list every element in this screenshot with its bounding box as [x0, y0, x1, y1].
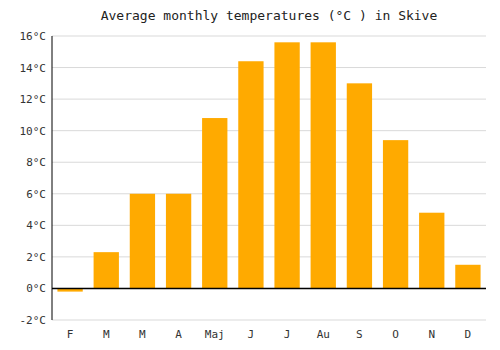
grid-line	[52, 99, 486, 100]
bar	[166, 194, 191, 289]
grid-line	[52, 288, 486, 289]
bar	[419, 213, 444, 289]
bar	[94, 252, 119, 288]
x-tick-label: D	[465, 328, 472, 341]
y-tick-label: 16°C	[20, 30, 47, 43]
title: Average monthly temperatures (°C ) in Sk…	[101, 8, 438, 23]
grid-line	[52, 162, 486, 163]
y-tick-label: 6°C	[26, 188, 46, 201]
bar	[347, 83, 372, 288]
x-tick-label: M	[103, 328, 110, 341]
x-tick-label: Maj	[205, 328, 225, 341]
grid	[52, 36, 486, 320]
bar	[311, 42, 336, 288]
y-tick-label: 14°C	[20, 62, 47, 75]
x-tick-label: J	[284, 328, 291, 341]
grid-line	[52, 130, 486, 131]
grid-line	[52, 36, 486, 37]
y-tick-label: 2°C	[26, 251, 46, 264]
chart-container: Average monthly temperatures (°C ) in Sk…	[0, 0, 500, 350]
x-tick-label: N	[428, 328, 435, 341]
zero-line	[52, 288, 486, 290]
bars	[57, 42, 480, 291]
y-tick-label: -2°C	[20, 314, 47, 327]
bar	[130, 194, 155, 289]
y-tick-label: 8°C	[26, 156, 46, 169]
x-tick-label: F	[67, 328, 74, 341]
y-tick-label: 10°C	[20, 125, 47, 138]
bar	[455, 265, 480, 289]
x-tick-label: S	[356, 328, 363, 341]
bar	[274, 42, 299, 288]
y-tick-label: 0°C	[26, 282, 46, 295]
x-tick-label: O	[392, 328, 399, 341]
bar	[383, 140, 408, 288]
grid-line	[52, 193, 486, 194]
x-tick-label: A	[175, 328, 182, 341]
x-tick-label: M	[139, 328, 146, 341]
grid-line	[52, 67, 486, 68]
chart-svg: Average monthly temperatures (°C ) in Sk…	[0, 0, 500, 350]
bar	[202, 118, 227, 288]
grid-line	[52, 320, 486, 321]
y-tick-label: 4°C	[26, 219, 46, 232]
y-tick-label: 12°C	[20, 93, 47, 106]
x-tick-label: Au	[317, 328, 330, 341]
y-axis-line	[52, 36, 53, 320]
bar	[238, 61, 263, 288]
x-tick-label: J	[248, 328, 255, 341]
